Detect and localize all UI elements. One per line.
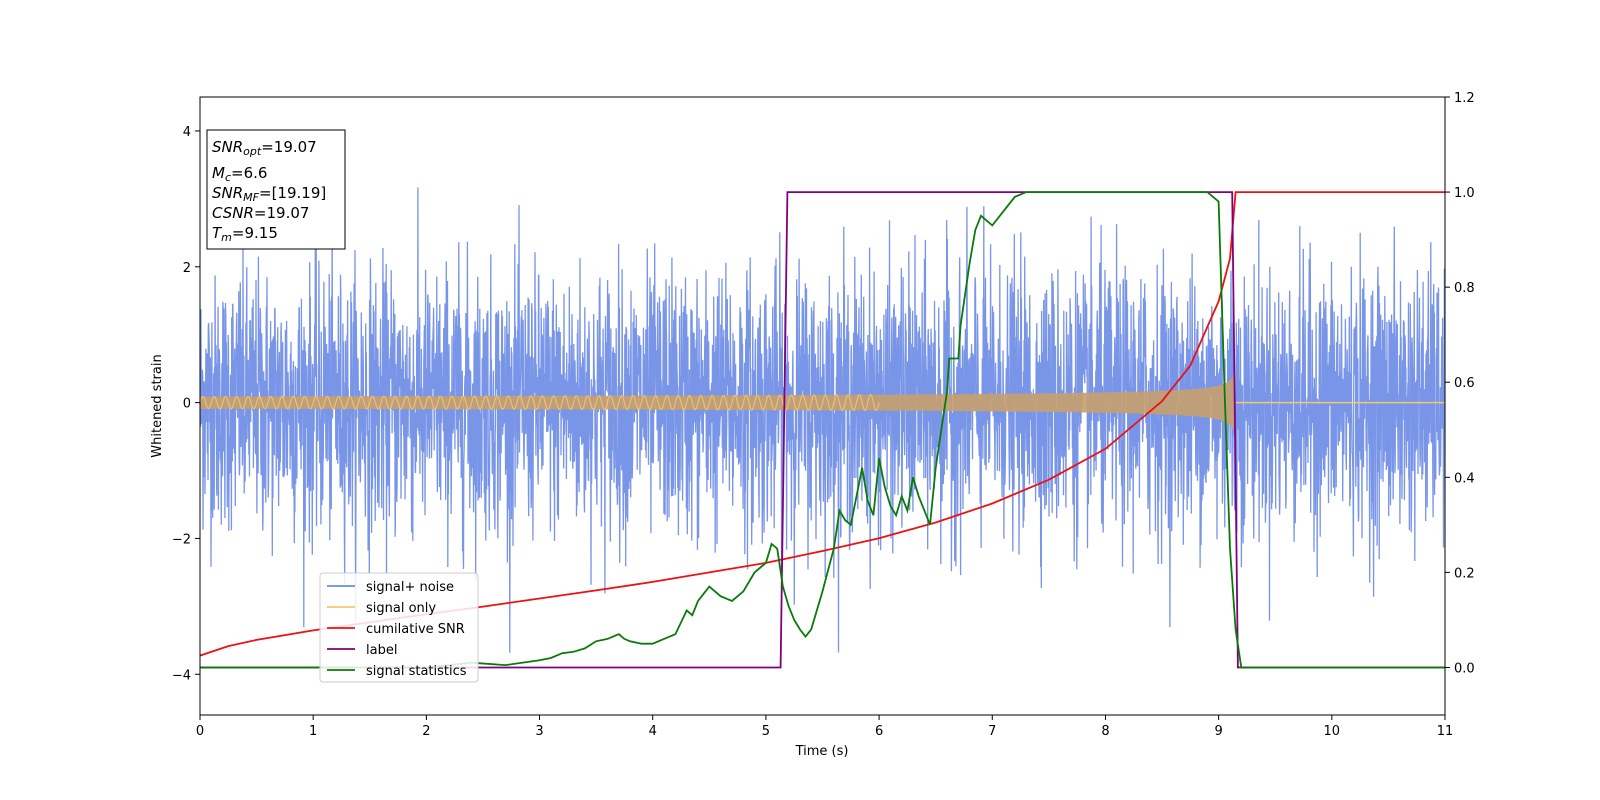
- y-tick-label: −2: [172, 532, 191, 547]
- legend: signal+ noise signal only cumilative SNR la…: [319, 572, 479, 683]
- annotation-mc: Mc=6.6: [212, 164, 267, 184]
- legend-label-signal-only: signal only: [366, 601, 436, 616]
- y-axis-label: Whitened strain: [150, 354, 165, 457]
- annotation-csnr: CSNR=19.07: [212, 204, 309, 222]
- series-layer: [200, 187, 1445, 669]
- x-tick-label: 2: [422, 724, 430, 739]
- annotation-box: SNRopt=19.07 Mc=6.6 SNRMF=[19.19] CSNR=1…: [206, 129, 346, 250]
- y-tick-label: 0: [183, 397, 191, 412]
- y2-tick-label: 0.6: [1454, 376, 1475, 391]
- y-tick-label: 4: [183, 125, 191, 140]
- x-tick-label: 8: [1101, 724, 1109, 739]
- x-axis-label: Time (s): [795, 744, 849, 759]
- legend-label-cumilative-snr: cumilative SNR: [366, 622, 465, 637]
- y2-tick-label: 0.2: [1454, 566, 1475, 581]
- x-tick-label: 1: [309, 724, 317, 739]
- legend-label-label: label: [366, 643, 397, 658]
- annotation-snr-opt: SNRopt=19.07: [212, 138, 317, 158]
- x-tick-label: 11: [1437, 724, 1454, 739]
- y-tick-label: 2: [183, 261, 191, 276]
- legend-label-signal-statistics: signal statistics: [366, 664, 467, 679]
- annotation-tm: Tm=9.15: [212, 224, 278, 244]
- x-tick-label: 4: [649, 724, 657, 739]
- y-tick-label: −4: [172, 668, 191, 683]
- series-signal-only-line: [200, 394, 880, 412]
- x-tick-label: 7: [988, 724, 996, 739]
- y2-tick-label: 1.0: [1454, 186, 1475, 201]
- x-tick-label: 10: [1324, 724, 1341, 739]
- legend-label-signal-noise: signal+ noise: [366, 580, 454, 595]
- series-signal-statistics-line: [200, 191, 1445, 669]
- x-tick-label: 0: [196, 724, 204, 739]
- x-tick-label: 5: [762, 724, 770, 739]
- y2-tick-label: 1.2: [1454, 91, 1475, 106]
- y2-tick-label: 0.8: [1454, 281, 1475, 296]
- x-tick-label: 3: [535, 724, 543, 739]
- plot-frame: [199, 96, 1446, 716]
- series-signal-noise-line: [200, 187, 1445, 653]
- ticks-layer: 0 1 2 3 4 5 6 7 8 9 10 11 −4 −2 0 2 4 0.0 0.2 0.4 0.6 0.8 1.0 1…: [172, 91, 1475, 739]
- legend-frame: [319, 572, 479, 683]
- y2-tick-label: 0.0: [1454, 661, 1475, 676]
- x-tick-label: 9: [1214, 724, 1222, 739]
- series-signal-only-envelope: [200, 374, 1236, 431]
- y2-tick-label: 0.4: [1454, 471, 1475, 486]
- annotation-snr-mf: SNRMF=[19.19]: [212, 184, 326, 204]
- x-tick-label: 6: [875, 724, 883, 739]
